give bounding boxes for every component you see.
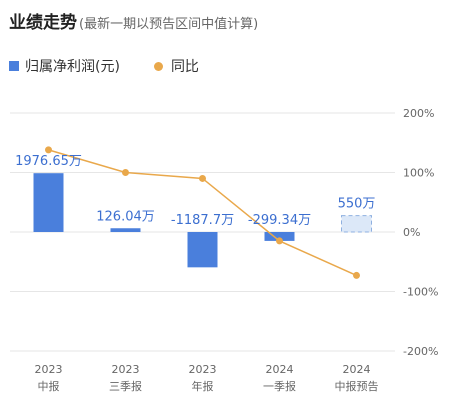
x-tick-period: 年报 xyxy=(192,379,214,393)
x-tick-year: 2023 xyxy=(35,363,63,376)
chart-legend: 归属净利润(元) 同比 xyxy=(9,56,233,76)
yoy-point xyxy=(122,169,129,176)
forecast-bar xyxy=(341,215,372,233)
x-tick-period: 一季报 xyxy=(263,379,296,393)
y-tick-label: 0% xyxy=(403,226,420,239)
chart-header: 业绩走势 (最新一期以预告区间中值计算) xyxy=(9,8,258,33)
bar-value-label: 126.04万 xyxy=(96,209,155,224)
x-tick-year: 2024 xyxy=(266,363,294,376)
profit-bar xyxy=(110,228,141,232)
x-tick-period: 中报 xyxy=(38,379,60,393)
y-tick-label: -200% xyxy=(403,345,438,358)
legend-bar-label: 归属净利润(元) xyxy=(25,59,120,75)
legend-item-yoy[interactable]: 同比 xyxy=(153,56,199,76)
chart-title: 业绩走势 xyxy=(9,13,77,33)
x-tick-period: 三季报 xyxy=(109,379,142,393)
legend-bar-swatch xyxy=(9,61,19,71)
y-tick-label: 200% xyxy=(403,107,434,120)
profit-bar xyxy=(264,232,295,241)
yoy-point xyxy=(199,174,206,182)
yoy-point xyxy=(276,237,283,245)
x-tick-year: 2023 xyxy=(189,363,217,376)
legend-line-swatch xyxy=(153,61,163,71)
bar-value-label: 1976.65万 xyxy=(15,154,82,169)
bar-value-label: 550万 xyxy=(338,197,376,212)
chart-subtitle: (最新一期以预告区间中值计算) xyxy=(79,17,259,32)
yoy-point xyxy=(45,146,52,154)
bar-value-label: -299.34万 xyxy=(248,213,311,228)
profit-bar xyxy=(187,232,218,268)
yoy-point xyxy=(353,271,360,279)
y-tick-label: 100% xyxy=(403,167,434,180)
legend-item-profit[interactable]: 归属净利润(元) xyxy=(9,56,120,76)
x-tick-period: 中报预告 xyxy=(335,379,379,393)
x-tick-year: 2023 xyxy=(112,363,140,376)
x-tick-year: 2024 xyxy=(343,363,371,376)
bar-value-label: -1187.7万 xyxy=(171,213,234,228)
y-tick-label: -100% xyxy=(403,286,438,299)
profit-bar xyxy=(33,173,64,232)
legend-line-label: 同比 xyxy=(170,59,199,75)
